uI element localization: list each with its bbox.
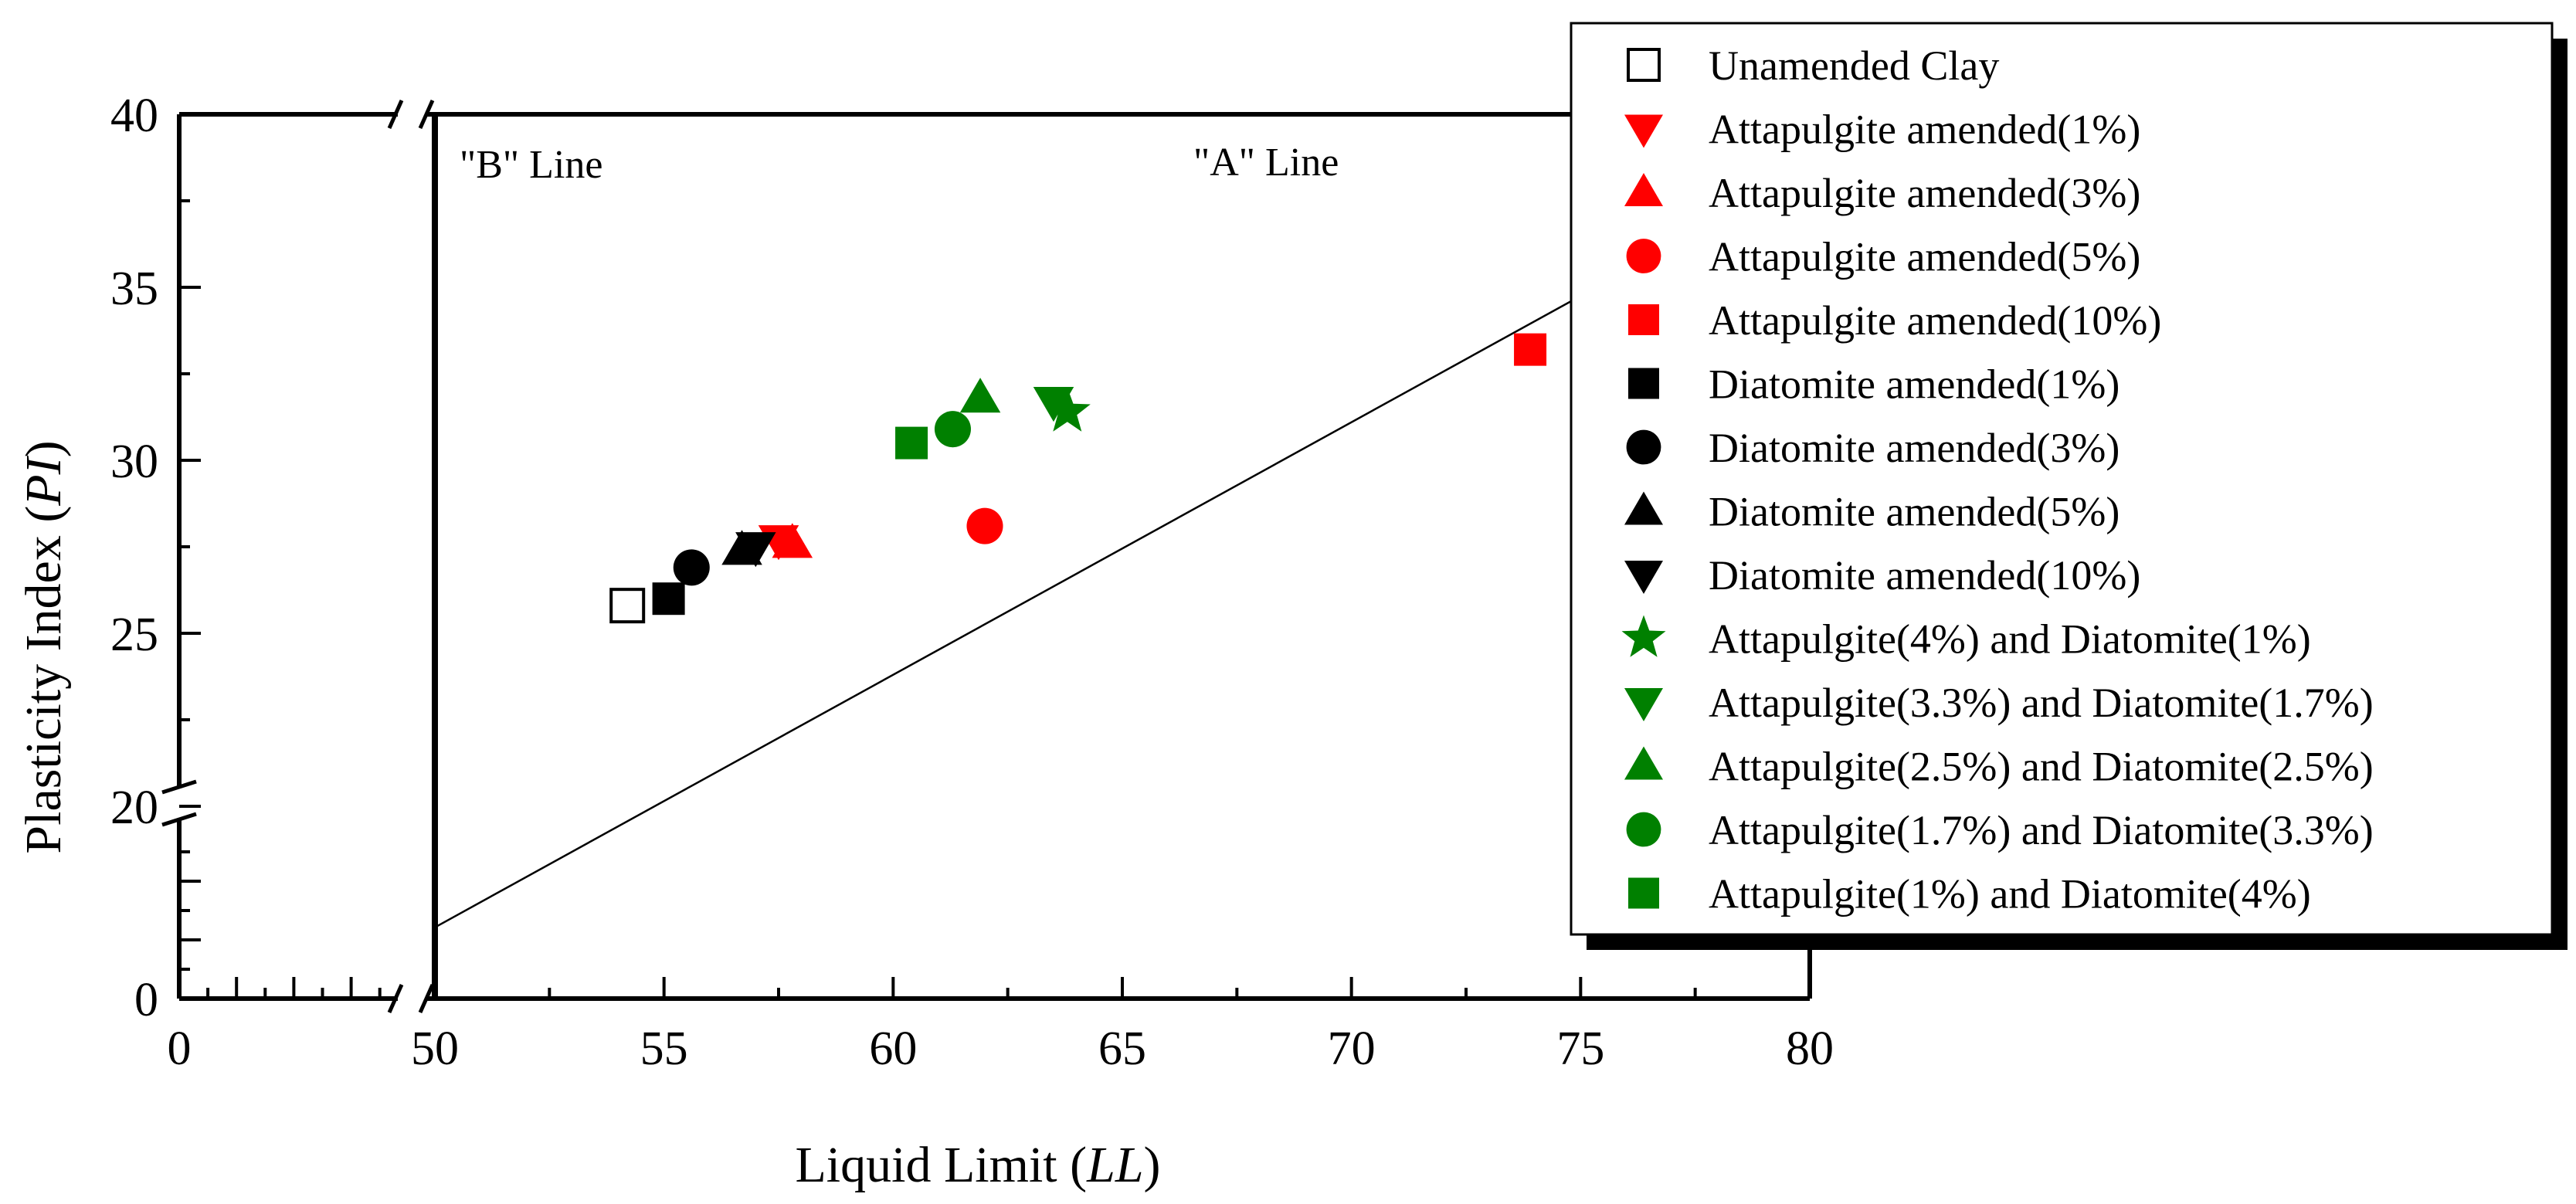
x-tick-label: 70	[1328, 1023, 1376, 1075]
data-point-14	[895, 426, 928, 460]
y-tick-label: 25	[110, 609, 158, 661]
legend: Unamended Clay Attapulgite amended(1%) Att…	[1570, 22, 2568, 950]
x-tick-label: 0	[168, 1023, 192, 1075]
legend-label-8: Diatomite amended(5%)	[1709, 489, 2120, 535]
y-tick-label: 0	[134, 974, 158, 1026]
x-tick-label: 60	[869, 1023, 917, 1075]
legend-label-2: Attapulgite amended(1%)	[1709, 107, 2140, 153]
data-point-10	[1044, 387, 1091, 432]
x-break-mark	[418, 983, 435, 1014]
y-tick-label: 30	[110, 436, 158, 488]
legend-label-5: Attapulgite amended(10%)	[1709, 297, 2161, 344]
data-point-11	[1033, 386, 1074, 422]
axis-break-marks	[161, 99, 435, 1014]
legend-marker-12	[1624, 746, 1663, 780]
data-point-13	[934, 411, 971, 448]
legend-marker-13	[1626, 812, 1661, 847]
legend-marker-14	[1628, 877, 1659, 909]
legend-marker-7	[1626, 429, 1661, 465]
data-point-1	[609, 588, 646, 624]
y-break-mark	[161, 812, 197, 827]
legend-label-3: Attapulgite amended(3%)	[1709, 170, 2140, 216]
legend-label-11: Attapulgite(3.3%) and Diatomite(1.7%)	[1709, 680, 2374, 726]
x-tick-label: 80	[1786, 1023, 1834, 1075]
legend-label-1: Unamended Clay	[1709, 42, 1999, 89]
legend-marker-1	[1627, 48, 1661, 82]
x-tick-label: 55	[640, 1023, 688, 1075]
legend-label-10: Attapulgite(4%) and Diatomite(1%)	[1709, 616, 2311, 663]
legend-label-13: Attapulgite(1.7%) and Diatomite(3.3%)	[1709, 807, 2374, 853]
data-point-9	[735, 532, 776, 568]
a-line-label: "A" Line	[1193, 141, 1339, 185]
legend-label-9: Diatomite amended(10%)	[1709, 552, 2140, 599]
y-axis-title: Plasticity Index (PI)	[15, 440, 72, 853]
x-tick-label: 50	[411, 1023, 459, 1075]
legend-box	[1570, 22, 2554, 936]
legend-marker-6	[1628, 368, 1659, 399]
legend-marker-5	[1628, 304, 1659, 335]
x-break-mark	[387, 983, 404, 1014]
data-point-12	[959, 378, 1001, 413]
legend-marker-10	[1621, 615, 1666, 657]
y-tick-label: 20	[110, 782, 158, 834]
data-markers	[609, 333, 1547, 624]
y-tick-label: 35	[110, 263, 158, 315]
x-tick-label: 65	[1098, 1023, 1146, 1075]
legend-marker-8	[1624, 491, 1663, 525]
x-axis-title: Liquid Limit (LL)	[795, 1137, 1160, 1193]
x-break-mark	[418, 99, 435, 130]
legend-marker-11	[1624, 688, 1663, 721]
legend-label-6: Diatomite amended(1%)	[1709, 361, 2120, 408]
y-break-mark	[161, 779, 197, 795]
axis-ticks: 0 50 55 60 65 70 75 80 0 20 25 30 35 40	[110, 90, 1834, 1075]
legend-marker-9	[1624, 561, 1663, 594]
plot-frame	[177, 112, 1812, 1001]
legend-marker-3	[1624, 173, 1663, 206]
legend-marker-4	[1626, 239, 1661, 273]
legend-label-4: Attapulgite amended(5%)	[1709, 234, 2140, 280]
y-tick-label: 40	[110, 90, 158, 142]
data-point-7	[673, 549, 710, 586]
legend-label-12: Attapulgite(2.5%) and Diatomite(2.5%)	[1709, 744, 2374, 790]
data-point-5	[1514, 333, 1547, 366]
data-point-6	[652, 582, 685, 616]
legend-label-14: Attapulgite(1%) and Diatomite(4%)	[1709, 871, 2311, 917]
x-break-mark	[387, 99, 404, 130]
x-tick-label: 75	[1556, 1023, 1604, 1075]
legend-label-7: Diatomite amended(3%)	[1709, 425, 2120, 471]
legend-marker-2	[1624, 114, 1663, 148]
b-line-label: "B" Line	[460, 143, 602, 187]
data-point-3	[772, 523, 813, 558]
data-point-4	[966, 507, 1003, 544]
